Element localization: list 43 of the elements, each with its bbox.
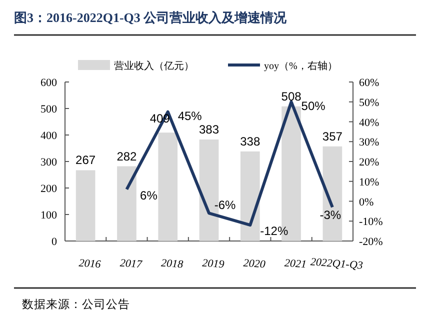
data-label: 50% — [301, 98, 326, 113]
y2-tick-label: 20% — [359, 156, 380, 168]
data-label: 338 — [240, 134, 260, 148]
data-label: 508 — [281, 89, 302, 104]
data-label: 282 — [116, 149, 138, 164]
y-tick-label: 500 — [40, 104, 58, 116]
chart-title: 图3：2016-2022Q1-Q3 公司营业收入及增速情况 — [14, 10, 288, 25]
bar — [117, 166, 136, 241]
y2-tick-label: 0% — [359, 196, 374, 208]
legend-label: yoy（%，右轴） — [264, 60, 338, 72]
x-tick-label: 2016 — [78, 257, 102, 271]
bar — [76, 170, 96, 241]
data-label: 6% — [140, 188, 158, 202]
y2-tick-label: 10% — [359, 176, 380, 188]
y-tick-label: 100 — [40, 210, 58, 222]
data-label: -6% — [214, 198, 236, 212]
x-tick-label: 2021 — [284, 257, 307, 271]
x-tick-label: 2019 — [202, 257, 226, 271]
x-tick-label: 2017 — [120, 257, 143, 271]
y-tick-label: 200 — [40, 183, 58, 195]
y2-tick-label: 60% — [359, 77, 380, 89]
x-tick-label: 2022Q1-Q3 — [310, 256, 364, 272]
source-note: 数据来源：公司公告 — [22, 298, 130, 311]
y-tick-label: 0 — [52, 236, 58, 248]
data-label: 357 — [322, 129, 343, 144]
bar — [158, 132, 178, 241]
x-tick-label: 2020 — [242, 257, 266, 271]
legend-label: 营业收入（亿元） — [114, 60, 194, 72]
y2-tick-label: -20% — [359, 236, 383, 248]
y-tick-label: 300 — [40, 156, 58, 168]
y2-tick-label: 30% — [359, 136, 380, 149]
y2-tick-label: -10% — [359, 216, 383, 228]
bar — [240, 151, 260, 241]
data-label: -12% — [260, 224, 288, 238]
y-tick-label: 400 — [40, 130, 58, 142]
y-tick-label: 600 — [40, 77, 58, 89]
x-tick-label: 2018 — [160, 257, 184, 271]
data-label: 267 — [76, 153, 96, 168]
y2-tick-label: 40% — [359, 116, 380, 129]
data-label: -3% — [320, 208, 342, 222]
data-label: 383 — [198, 122, 220, 137]
data-label: 45% — [178, 108, 202, 123]
y2-tick-label: 50% — [359, 96, 380, 109]
